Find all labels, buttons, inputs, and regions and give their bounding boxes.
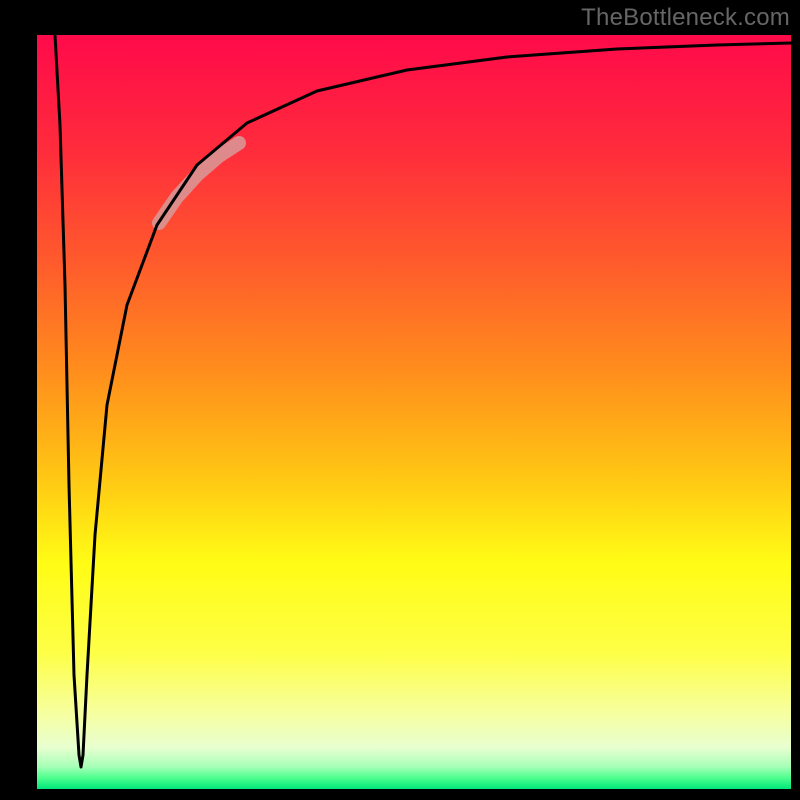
bottleneck-curve <box>55 35 791 767</box>
plot-area <box>37 35 791 789</box>
curve-layer <box>37 35 791 789</box>
chart-container: TheBottleneck.com <box>0 0 800 800</box>
highlight-segment <box>159 143 239 223</box>
watermark-text: TheBottleneck.com <box>581 4 790 32</box>
